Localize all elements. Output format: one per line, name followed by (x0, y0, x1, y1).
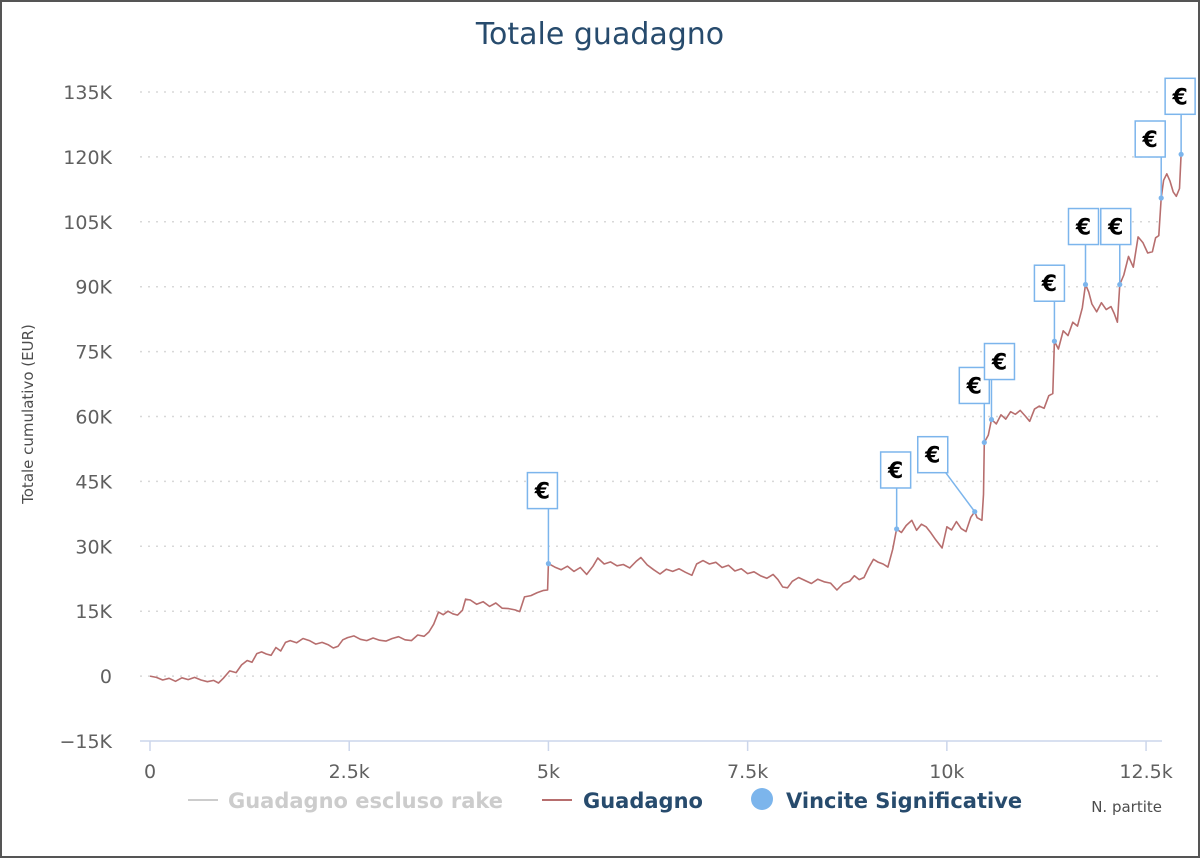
y-tick-label: 15K (75, 601, 112, 623)
flag-connector (945, 472, 976, 513)
x-axis: 0 2.5k 5k 7.5k 10k 12.5k (140, 740, 1173, 783)
flag-box (983, 342, 1016, 381)
y-tick-label: 105K (63, 212, 112, 234)
flag-euro-label: € (887, 459, 903, 484)
gridlines (140, 91, 1162, 677)
legend-item-guadagno[interactable]: Guadagno (542, 789, 703, 813)
flag-box (526, 471, 559, 510)
chart-title: Totale guadagno (475, 17, 724, 52)
flag-euro-label: € (1075, 216, 1091, 241)
flag-euro-label: € (1041, 272, 1057, 297)
x-tick-label: 5k (537, 761, 560, 783)
series-line-guadagno (149, 154, 1182, 684)
win-point-marker[interactable] (1051, 338, 1058, 344)
significant-win-flag[interactable]: € (1164, 77, 1196, 157)
significant-win-flag[interactable]: € (1100, 207, 1132, 288)
y-axis-title: Totale cumulativo (EUR) (19, 324, 37, 505)
flag-box (1033, 264, 1066, 302)
significant-win-flag[interactable]: € (526, 471, 559, 567)
flag-euro-label: € (966, 374, 982, 399)
significant-win-flag[interactable]: € (1033, 264, 1066, 344)
flag-box (1067, 207, 1100, 246)
win-point-marker[interactable] (1117, 281, 1123, 288)
x-tick-label: 2.5k (329, 761, 370, 783)
legend-label-vincite-significative: Vincite Significative (786, 789, 1022, 813)
significant-win-flag[interactable]: € (879, 451, 912, 532)
legend-label-guadagno-escluso-rake: Guadagno escluso rake (228, 789, 503, 813)
legend-marker-vincite-significative (751, 788, 773, 810)
significant-win-flag[interactable]: € (1067, 207, 1100, 288)
win-point-marker[interactable] (981, 439, 987, 446)
flag-box (1100, 207, 1132, 246)
win-point-marker[interactable] (1178, 151, 1184, 157)
flag-euro-label: € (991, 351, 1007, 376)
y-tick-label: 120K (63, 147, 112, 169)
significant-win-flag[interactable]: € (1134, 120, 1166, 201)
win-point-marker[interactable] (1082, 281, 1089, 288)
x-axis-title: N. partite (1091, 798, 1162, 816)
flag-box (1134, 120, 1166, 158)
win-point-marker[interactable] (972, 509, 978, 515)
y-tick-label: 45K (75, 471, 112, 493)
flag-euro-label: € (534, 480, 550, 505)
flag-euro-label: € (1142, 128, 1158, 153)
x-tick-label: 12.5k (1119, 761, 1172, 783)
y-tick-label: −15K (59, 731, 112, 753)
x-tick-label: 0 (144, 761, 156, 783)
y-tick-label: 60K (75, 407, 112, 429)
y-tick-label: 30K (75, 536, 112, 558)
y-tick-label: 135K (63, 82, 112, 104)
x-tick-label: 7.5k (727, 761, 768, 783)
legend-item-guadagno-escluso-rake[interactable]: Guadagno escluso rake (188, 789, 503, 813)
legend-item-vincite-significative[interactable]: Vincite Significative (751, 788, 1022, 813)
y-tick-label: 75K (75, 342, 112, 364)
flag-box (916, 435, 949, 474)
win-point-marker[interactable] (894, 526, 900, 532)
y-tick-label: 90K (75, 277, 112, 299)
flag-box (1164, 77, 1196, 116)
significant-win-flag[interactable]: € (916, 435, 978, 515)
flag-euro-label: € (924, 444, 940, 469)
significant-win-flag[interactable]: € (983, 342, 1016, 423)
significant-win-flags: € € € € € € € € € € (526, 77, 1196, 567)
flag-euro-label: € (1107, 216, 1123, 241)
legend: Guadagno escluso rake Guadagno Vincite S… (188, 788, 1022, 813)
flag-euro-label: € (1171, 85, 1187, 110)
win-point-marker[interactable] (545, 561, 552, 567)
flag-box (879, 451, 912, 489)
series-group (149, 154, 1182, 684)
x-tick-label: 10k (929, 761, 964, 783)
win-point-marker[interactable] (988, 416, 995, 423)
legend-label-guadagno: Guadagno (583, 789, 703, 813)
y-tick-label: 0 (100, 666, 112, 688)
win-point-marker[interactable] (1158, 195, 1164, 201)
y-axis-ticks: −15K 0 15K 30K 45K 60K 75K 90K 105K 120K 135K (59, 82, 112, 753)
